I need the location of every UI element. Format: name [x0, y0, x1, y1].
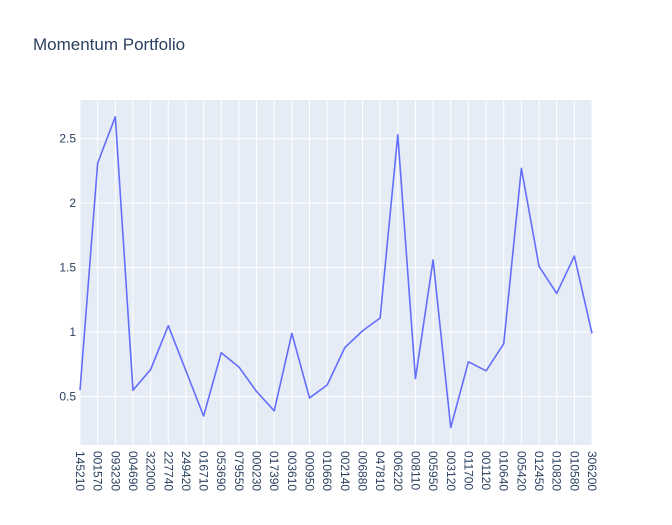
data-point[interactable]	[289, 330, 295, 336]
data-point[interactable]	[377, 315, 383, 321]
data-point[interactable]	[218, 350, 224, 356]
x-tick-label: 006220	[391, 451, 405, 491]
x-tick-label: 016710	[197, 451, 211, 491]
x-tick-label: 093230	[108, 451, 122, 491]
y-axis-ticks: 0.5 1 1.5 2 2.5	[59, 132, 76, 404]
data-point[interactable]	[359, 328, 365, 334]
data-point[interactable]	[130, 387, 136, 393]
x-tick-label: 004690	[126, 451, 140, 491]
data-point[interactable]	[501, 341, 507, 347]
x-tick-label: 047810	[373, 451, 387, 491]
x-tick-label: 001570	[91, 451, 105, 491]
y-tick-label: 1.5	[59, 261, 76, 275]
plot-area	[80, 100, 592, 445]
data-point[interactable]	[448, 425, 454, 431]
y-tick-label: 2	[69, 196, 76, 210]
data-point[interactable]	[254, 388, 260, 394]
data-point[interactable]	[201, 413, 207, 419]
data-point[interactable]	[148, 367, 154, 373]
x-tick-label: 008110	[408, 451, 422, 490]
x-tick-label: 079550	[232, 451, 246, 491]
data-point[interactable]	[112, 114, 118, 120]
chart-title: Momentum Portfolio	[33, 35, 185, 54]
x-tick-label: 005420	[514, 451, 528, 491]
series-line	[79, 115, 593, 429]
x-tick-label: 000230	[250, 451, 264, 491]
data-point[interactable]	[307, 395, 313, 401]
x-tick-label: 012450	[532, 451, 546, 491]
x-tick-label: 053690	[214, 451, 228, 491]
x-tick-label: 306200	[585, 451, 599, 491]
x-tick-label: 003610	[285, 451, 299, 491]
x-tick-label: 002140	[338, 451, 352, 491]
x-axis-ticks: 145210 001570 093230 004690 322000 227740 2494…	[73, 451, 599, 491]
data-point[interactable]	[412, 376, 418, 382]
x-tick-label: 010640	[497, 451, 511, 491]
x-tick-label: 249420	[179, 451, 193, 491]
data-point[interactable]	[536, 263, 542, 269]
y-tick-label: 1	[69, 325, 76, 339]
data-point[interactable]	[483, 368, 489, 374]
data-point[interactable]	[236, 364, 242, 370]
x-tick-label: 010820	[550, 451, 564, 491]
x-tick-label: 006880	[355, 451, 369, 491]
data-point[interactable]	[554, 290, 560, 296]
data-point[interactable]	[95, 160, 101, 166]
x-tick-label: 017390	[267, 451, 281, 491]
data-point[interactable]	[395, 132, 401, 138]
data-point[interactable]	[165, 323, 171, 329]
x-tick-label: 011700	[461, 451, 475, 490]
data-point[interactable]	[571, 253, 577, 259]
data-point[interactable]	[342, 345, 348, 351]
data-point[interactable]	[430, 257, 436, 263]
data-point[interactable]	[324, 382, 330, 388]
y-tick-label: 0.5	[59, 390, 76, 404]
x-tick-label: 000950	[303, 451, 317, 491]
data-point[interactable]	[183, 368, 189, 374]
gridlines	[79, 100, 593, 445]
x-tick-label: 010660	[320, 451, 334, 491]
x-tick-label: 322000	[144, 451, 158, 491]
x-tick-label: 227740	[161, 451, 175, 491]
x-tick-label: 005950	[426, 451, 440, 491]
data-point[interactable]	[271, 408, 277, 414]
x-tick-label: 010580	[567, 451, 581, 491]
y-tick-label: 2.5	[59, 132, 76, 146]
data-point[interactable]	[518, 165, 524, 171]
x-tick-label: 003120	[444, 451, 458, 491]
data-point[interactable]	[77, 387, 83, 393]
x-tick-label: 001120	[479, 451, 493, 490]
data-point[interactable]	[589, 330, 595, 336]
x-tick-label: 145210	[73, 451, 87, 491]
data-point[interactable]	[465, 359, 471, 365]
